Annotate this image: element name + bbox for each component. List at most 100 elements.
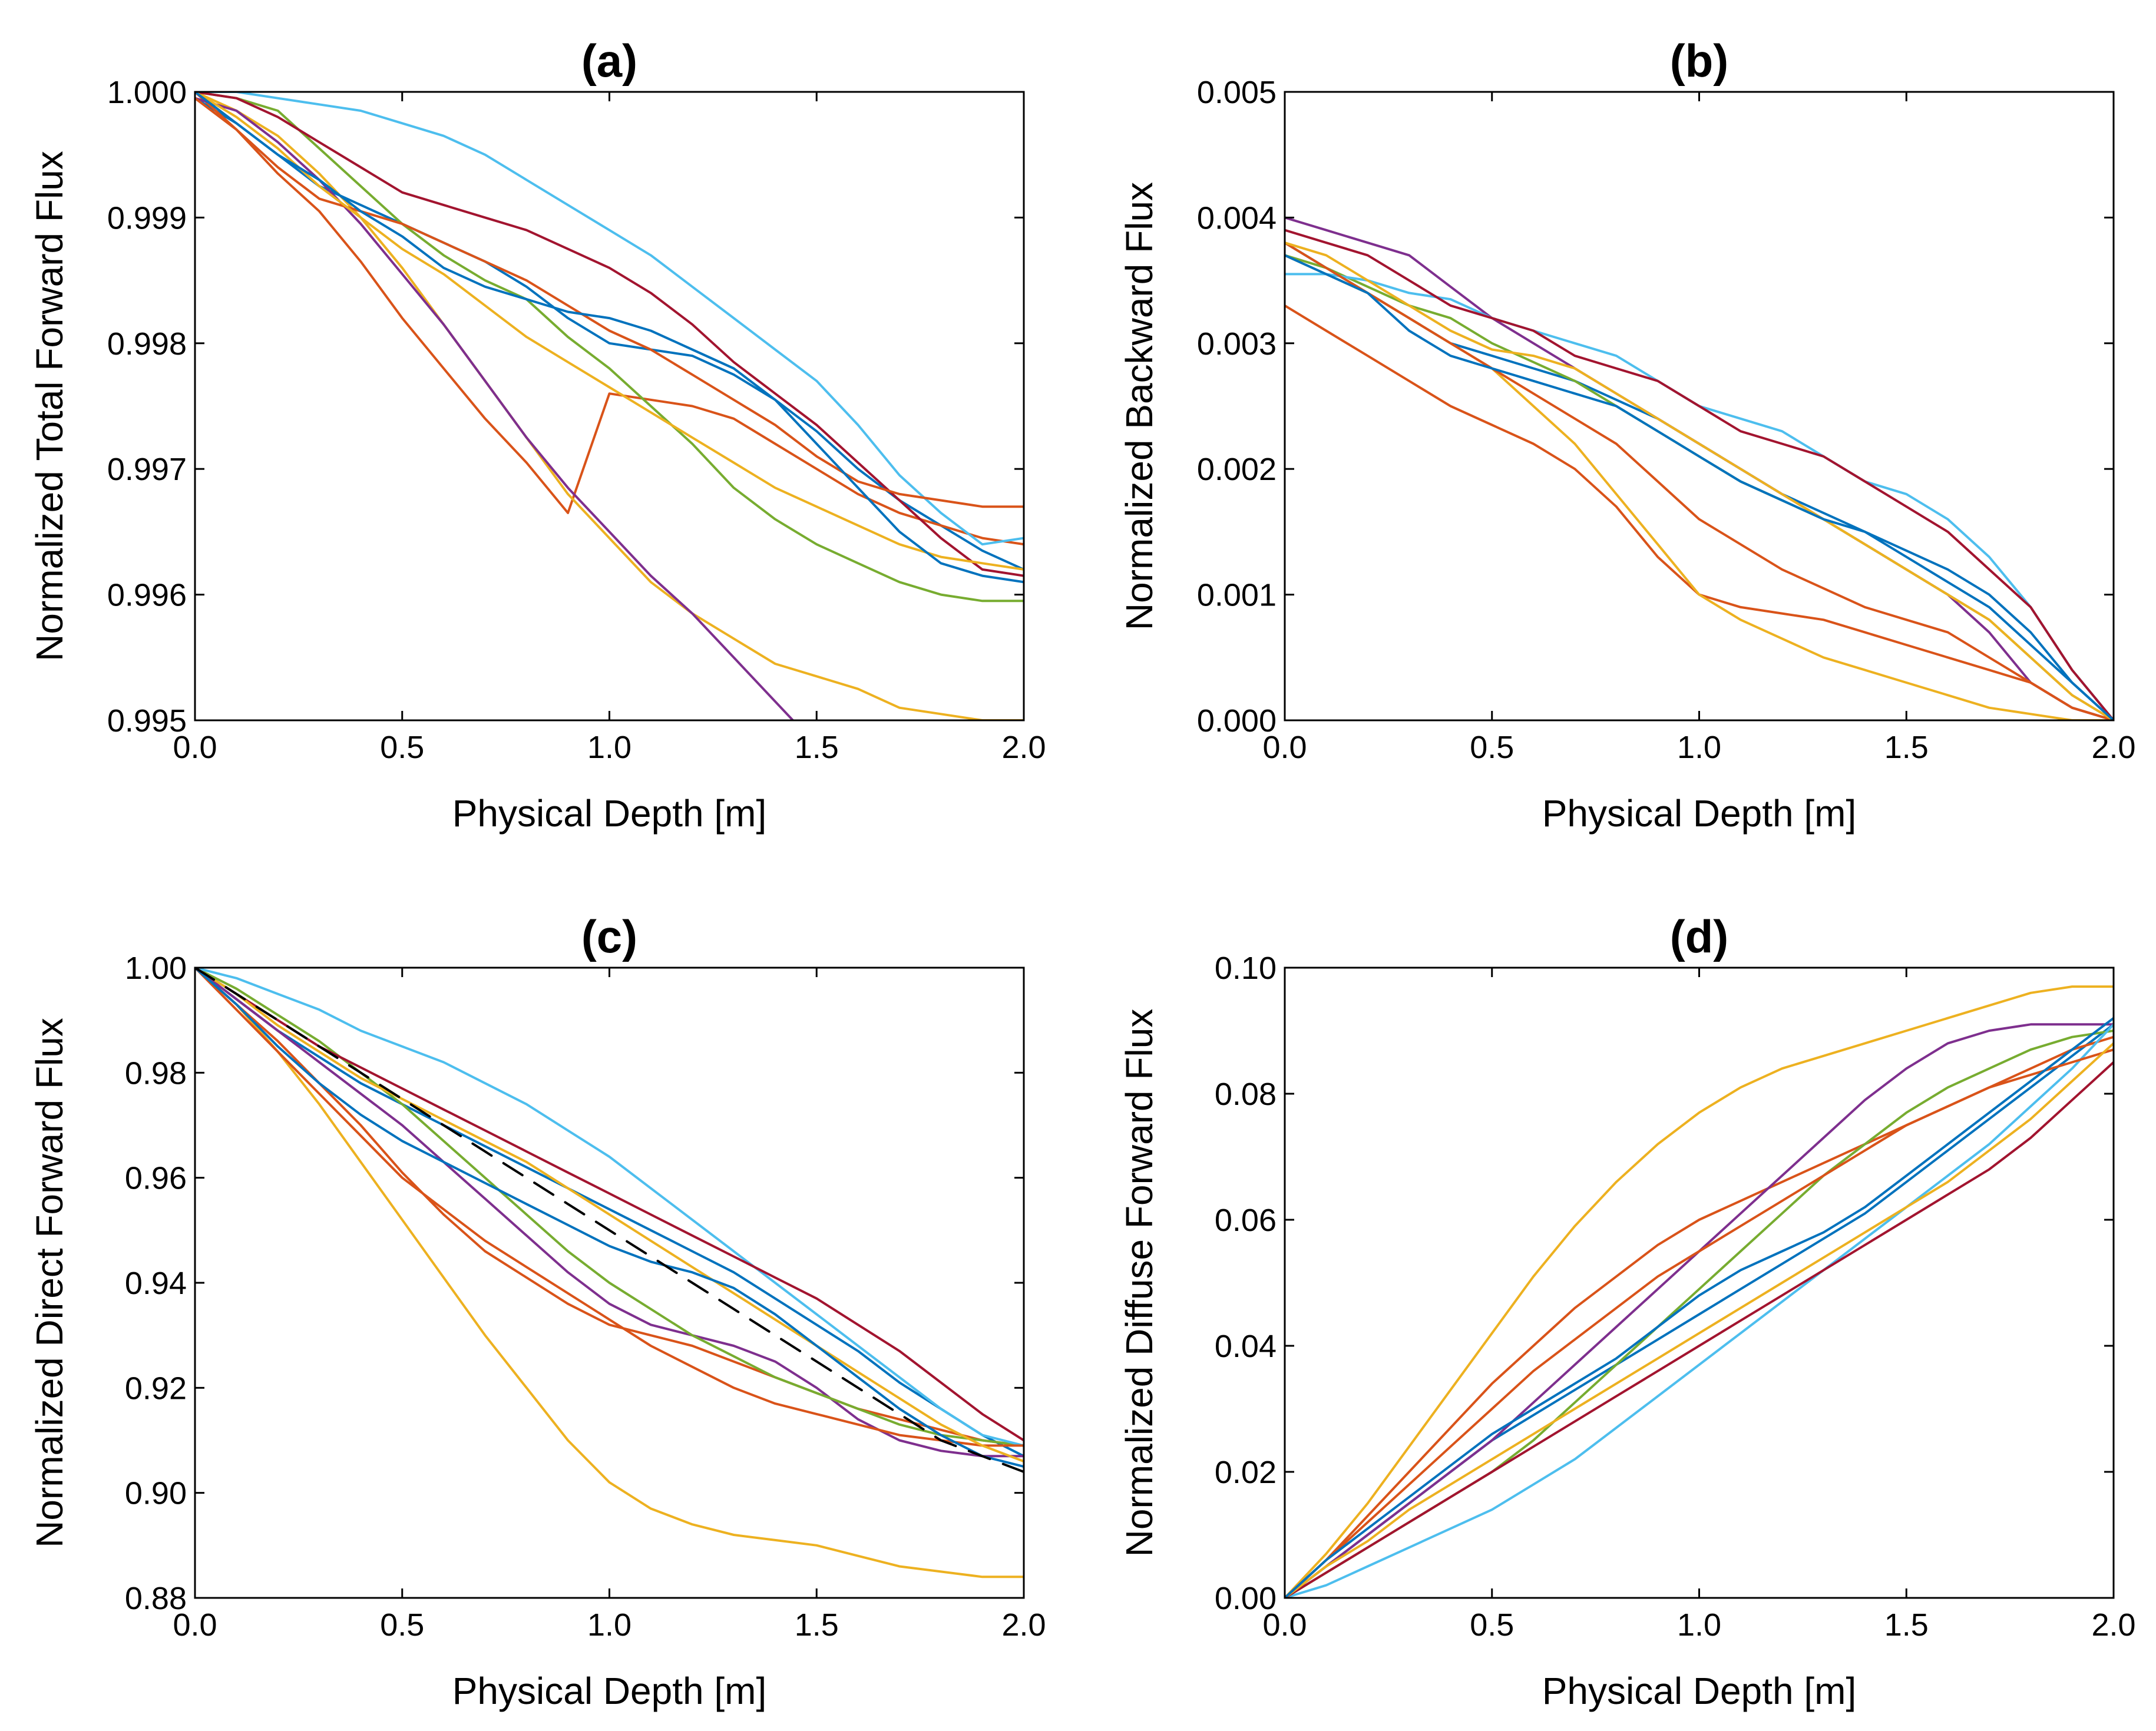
series-line-3: [1285, 254, 2114, 720]
series-line-8: [1285, 241, 2114, 720]
mean-dashed-line: [195, 968, 1024, 1473]
panel-b: 0.0 0.5 1.0 1.5 2.0 0.000 0.001 0.002 0.003 0.004…: [1118, 35, 2136, 835]
series-line-9: [195, 92, 1024, 571]
x-tick-label: 1.0: [1677, 730, 1721, 765]
x-tick-label: 0.0: [1262, 1607, 1307, 1643]
panel-c: 0.0 0.5 1.0 1.5 2.0 0.88 0.90 0.92 0.94 0.96 0.98 1…: [28, 911, 1046, 1712]
x-tick-label: 0.5: [1470, 730, 1514, 765]
x-tick-label: 1.0: [587, 730, 631, 765]
series-line-7: [195, 968, 1024, 1442]
series-line-2: [195, 92, 1024, 546]
panel-a: 0.0 0.5 1.0 1.5 2.0 0.995 0.996 0.997 0.998 0.999…: [28, 35, 1046, 835]
series-line-1: [1285, 241, 2114, 720]
y-axis-label: Normalized Diffuse Forward Flux: [1118, 1009, 1160, 1557]
x-axis-label: Physical Depth [m]: [1542, 792, 1857, 835]
x-tick-label: 0.5: [380, 1607, 424, 1643]
y-tick-label: 0.000: [1197, 703, 1277, 739]
x-tick-label: 0.5: [380, 730, 424, 765]
series-group: [195, 92, 1024, 720]
x-tick-label: 1.0: [587, 1607, 631, 1643]
series-line-3: [195, 968, 1024, 1578]
series-line-4: [195, 968, 1024, 1458]
series-line-8: [195, 97, 1024, 508]
x-tick-label: 0.0: [1262, 730, 1307, 765]
x-tick-label: 2.0: [2091, 1607, 2135, 1643]
y-tick-label: 0.02: [1215, 1455, 1277, 1490]
series-line-10: [1285, 1017, 2114, 1598]
x-axis-label: Physical Depth [m]: [452, 1670, 767, 1712]
series-line-10: [195, 968, 1024, 1468]
x-tick-label: 2.0: [1001, 730, 1046, 765]
series-group: [1285, 216, 2114, 720]
series-line-9: [1285, 241, 2114, 720]
y-tick-label: 0.005: [1197, 75, 1277, 110]
y-tick-label: 0.88: [125, 1581, 187, 1616]
y-tick-label: 0.003: [1197, 326, 1277, 362]
y-tick-label: 0.004: [1197, 200, 1277, 236]
series-line-7: [1285, 1061, 2114, 1598]
y-tick-label: 0.002: [1197, 452, 1277, 487]
y-tick-label: 0.999: [107, 200, 187, 236]
y-tick-label: 1.000: [107, 75, 187, 110]
series-line-1: [195, 968, 1024, 1458]
y-tick-label: 0.00: [1215, 1581, 1277, 1616]
y-tick-label: 1.00: [125, 951, 187, 986]
y-tick-label: 0.96: [125, 1161, 187, 1196]
x-axis-label: Physical Depth [m]: [1542, 1670, 1857, 1712]
y-axis-label: Normalized Total Forward Flux: [28, 151, 71, 661]
series-line-10: [1285, 254, 2114, 720]
series-line-8: [1285, 1048, 2114, 1598]
y-tick-label: 0.92: [125, 1371, 187, 1406]
series-line-10: [195, 92, 1024, 584]
x-tick-label: 0.0: [173, 730, 217, 765]
x-tick-label: 1.5: [795, 1607, 839, 1643]
x-tick-label: 2.0: [1001, 1607, 1046, 1643]
y-axis-label: Normalized Direct Forward Flux: [28, 1018, 71, 1548]
y-tick-label: 0.90: [125, 1476, 187, 1511]
y-tick-label: 0.997: [107, 452, 187, 487]
series-line-4: [195, 97, 795, 720]
y-tick-label: 0.94: [125, 1266, 187, 1301]
y-tick-label: 0.06: [1215, 1203, 1277, 1238]
y-tick-label: 0.995: [107, 703, 187, 739]
x-tick-label: 1.0: [1677, 1607, 1721, 1643]
y-tick-label: 0.04: [1215, 1329, 1277, 1364]
y-tick-label: 0.08: [1215, 1077, 1277, 1112]
series-line-7: [1285, 229, 2114, 720]
x-tick-label: 1.5: [795, 730, 839, 765]
series-line-5: [195, 968, 1024, 1447]
series-line-5: [195, 92, 1024, 603]
series-line-3: [195, 92, 1024, 720]
panel-title: (c): [581, 911, 637, 962]
panel-title: (d): [1670, 911, 1729, 962]
series-line-7: [195, 92, 1024, 577]
series-line-6: [195, 968, 1024, 1447]
panel-title: (a): [581, 35, 637, 87]
x-tick-label: 0.5: [1470, 1607, 1514, 1643]
series-line-3: [1285, 985, 2114, 1598]
series-line-9: [1285, 1042, 2114, 1598]
y-tick-label: 0.98: [125, 1055, 187, 1091]
series-line-9: [195, 968, 1024, 1463]
series-line-8: [195, 968, 1024, 1447]
y-tick-label: 0.996: [107, 578, 187, 613]
panel-d: 0.0 0.5 1.0 1.5 2.0 0.00 0.02 0.04 0.06 0.08 0.10 (…: [1118, 911, 2136, 1712]
series-line-2: [195, 968, 1024, 1447]
series-group: [195, 968, 1024, 1578]
series-line-2: [1285, 1035, 2114, 1598]
series-line-6: [1285, 273, 2114, 720]
series-line-4: [1285, 1023, 2114, 1598]
series-line-6: [1285, 1023, 2114, 1598]
series-line-5: [1285, 254, 2114, 720]
x-tick-label: 1.5: [1884, 1607, 1929, 1643]
y-tick-label: 0.10: [1215, 951, 1277, 986]
panel-title: (b): [1670, 35, 1729, 87]
x-tick-label: 0.0: [173, 1607, 217, 1643]
series-group: [1285, 985, 2114, 1598]
x-tick-label: 1.5: [1884, 730, 1929, 765]
y-tick-label: 0.001: [1197, 578, 1277, 613]
x-axis-label: Physical Depth [m]: [452, 792, 767, 835]
series-line-6: [195, 92, 1024, 546]
x-tick-label: 2.0: [2091, 730, 2135, 765]
